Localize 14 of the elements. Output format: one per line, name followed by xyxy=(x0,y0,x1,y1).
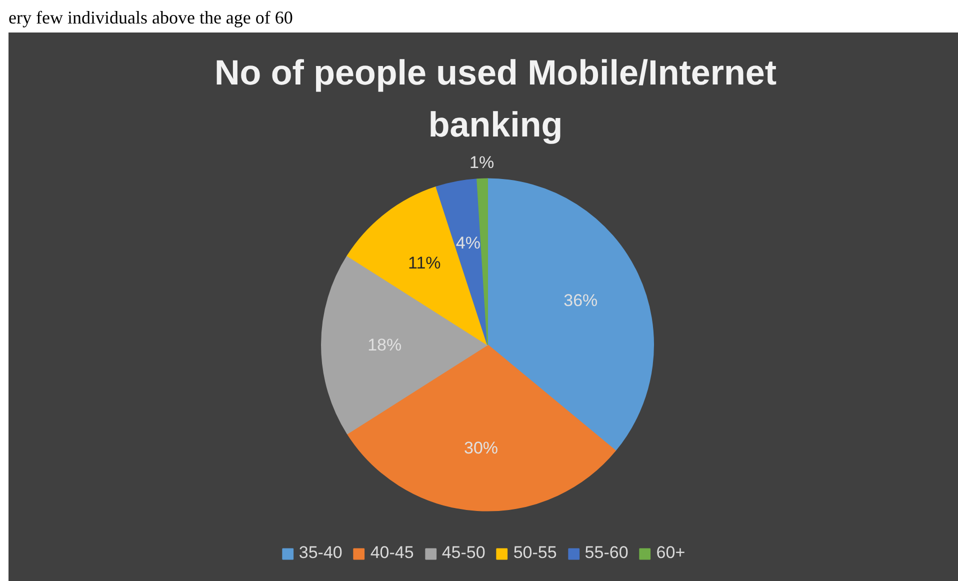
legend-label: 50-55 xyxy=(513,543,557,563)
data-label: 1% xyxy=(470,153,494,172)
data-label: 11% xyxy=(408,253,441,272)
legend-label: 40-45 xyxy=(370,543,414,563)
data-label: 36% xyxy=(564,291,598,310)
text: ery few individuals above the age of 60 xyxy=(8,8,293,28)
legend-label: 55-60 xyxy=(584,543,628,563)
legend-label: 60+ xyxy=(656,543,686,563)
chart-title: No of people used Mobile/Internet banking xyxy=(214,53,777,145)
legend-label: 35-40 xyxy=(298,543,342,563)
legend-label: 45-50 xyxy=(442,543,486,563)
data-label: 30% xyxy=(464,438,498,458)
data-label: 4% xyxy=(456,233,481,252)
data-label: 18% xyxy=(368,335,402,354)
